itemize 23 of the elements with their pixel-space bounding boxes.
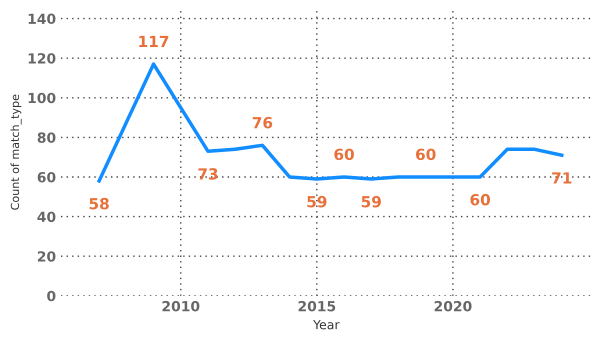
y-tick-label: 60: [38, 172, 56, 182]
x-tick-label: 2020: [434, 300, 472, 312]
data-label: 60: [470, 194, 490, 206]
data-label: 71: [552, 172, 572, 184]
data-label: 60: [334, 148, 354, 160]
y-axis-title: Count of match_type: [10, 94, 22, 210]
data-label: 59: [307, 196, 326, 208]
y-tick-label: 120: [28, 53, 56, 64]
data-label: 117: [139, 36, 168, 48]
x-tick-label: 2015: [298, 300, 336, 312]
y-tick-label: 20: [38, 251, 56, 262]
y-tick-label: 80: [38, 132, 56, 143]
y-tick-label: 140: [28, 14, 56, 24]
data-label: 60: [416, 148, 436, 160]
y-tick-label: 0: [47, 290, 56, 302]
y-tick-label: 100: [28, 92, 56, 104]
data-label: 58: [90, 198, 109, 210]
data-label: 76: [252, 116, 272, 128]
data-label: 59: [362, 196, 381, 208]
y-tick-label: 40: [37, 212, 56, 222]
x-tick-label: 2010: [162, 300, 200, 312]
x-axis-title: Year: [313, 320, 340, 330]
data-label: 73: [198, 168, 218, 180]
